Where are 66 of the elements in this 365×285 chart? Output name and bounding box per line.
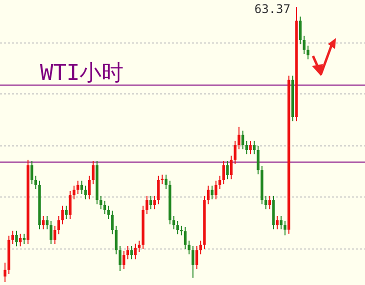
candlestick (103, 200, 106, 215)
candlestick (284, 220, 286, 236)
candlestick (126, 245, 130, 260)
candlestick (92, 160, 95, 185)
candlestick (249, 140, 252, 155)
candlestick (22, 233, 26, 245)
candlestick (54, 225, 56, 245)
candlestick (306, 45, 310, 60)
candlestick (114, 225, 118, 255)
candlestick (57, 216, 60, 235)
candlestick (180, 225, 183, 236)
candlestick (226, 160, 229, 180)
candlestick (11, 230, 14, 245)
candlestick (50, 220, 52, 245)
candlestick (138, 240, 141, 253)
candlestick (72, 185, 76, 200)
candlestick (184, 226, 187, 250)
candlestick (176, 220, 179, 235)
candlestick (4, 262, 6, 282)
candlestick (100, 195, 102, 210)
candlestick (164, 174, 168, 190)
candlestick (42, 216, 45, 230)
candlestick (298, 16, 302, 45)
candlestick (195, 245, 198, 270)
candlestick (80, 180, 84, 194)
candlestick (111, 210, 114, 235)
candlestick (206, 185, 210, 205)
candlestick (302, 35, 306, 55)
candlestick (238, 126, 240, 150)
candlestick (130, 245, 133, 260)
candlestick (149, 195, 152, 210)
candlestick (134, 243, 137, 260)
candlestick (234, 140, 236, 165)
candlestick (19, 233, 22, 247)
candlestick (146, 195, 148, 215)
candlestick (268, 195, 271, 210)
candlestick (61, 205, 64, 225)
annotation: 63.37 (254, 2, 290, 16)
candlestick (65, 205, 68, 220)
candlestick (30, 160, 34, 185)
candlestick (214, 180, 218, 200)
candlestick (276, 216, 279, 230)
candlestick (88, 175, 91, 200)
candlestick (245, 140, 248, 155)
candlestick (68, 190, 72, 220)
candlestick (46, 216, 49, 230)
candlestick (172, 216, 176, 230)
candlestick (241, 130, 244, 150)
candlestick (230, 155, 233, 180)
candlestick (218, 175, 222, 190)
candlestick (280, 216, 282, 230)
candlestick (264, 195, 268, 210)
candlestick (76, 180, 80, 194)
annotation: WTI小时 (40, 61, 124, 86)
candlestick (252, 140, 256, 155)
candlestick (15, 230, 18, 247)
candlestick (84, 185, 87, 200)
candlestick (192, 245, 194, 278)
candlestick (256, 145, 260, 175)
candlestick (157, 175, 160, 205)
candlestick (34, 175, 38, 190)
candlestick (153, 195, 156, 210)
candlestick (222, 160, 225, 185)
candlestick (122, 250, 126, 270)
candlestick (107, 205, 110, 220)
candlestick (118, 245, 122, 272)
